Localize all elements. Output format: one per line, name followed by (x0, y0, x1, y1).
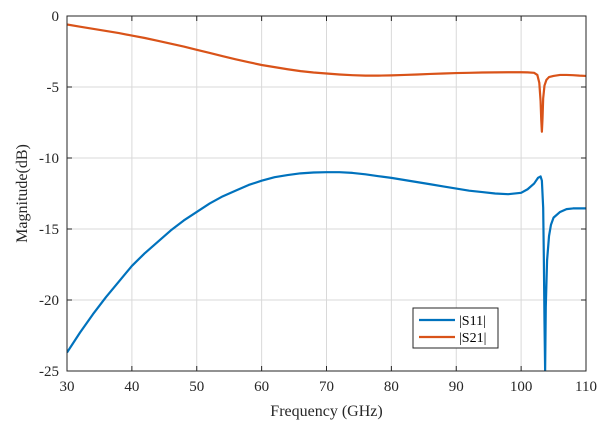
legend-box (412, 307, 499, 349)
legend: |S11| |S21| (412, 307, 499, 349)
series-line-s11 (67, 171, 586, 371)
x-tick-label: 90 (449, 379, 464, 395)
x-tick-label: 30 (60, 379, 75, 395)
series-layer (67, 23, 586, 371)
legend-label: |S11| (459, 314, 486, 329)
y-tick-label: -10 (39, 151, 59, 167)
x-tick-label: 110 (575, 379, 597, 395)
x-axis-label: Frequency (GHz) (270, 403, 382, 420)
x-tick-label: 70 (319, 379, 334, 395)
ticks: 30 40 50 60 70 80 90 100 110 0 -5 -10 -15 -20 -25 (39, 9, 597, 395)
x-tick-label: 100 (510, 379, 533, 395)
y-tick-label: 0 (52, 9, 60, 25)
x-tick-label: 40 (124, 379, 139, 395)
x-tick-label: 50 (189, 379, 204, 395)
y-tick-label: -25 (39, 364, 59, 380)
y-tick-label: -5 (47, 80, 60, 96)
y-axis-label: Magnitude(dB) (14, 144, 31, 243)
y-tick-label: -20 (39, 293, 59, 309)
y-tick-label: -15 (39, 222, 59, 238)
x-tick-label: 60 (254, 379, 269, 395)
series-line-s21 (67, 23, 586, 133)
x-tick-label: 80 (384, 379, 399, 395)
legend-label: |S21| (459, 331, 486, 346)
